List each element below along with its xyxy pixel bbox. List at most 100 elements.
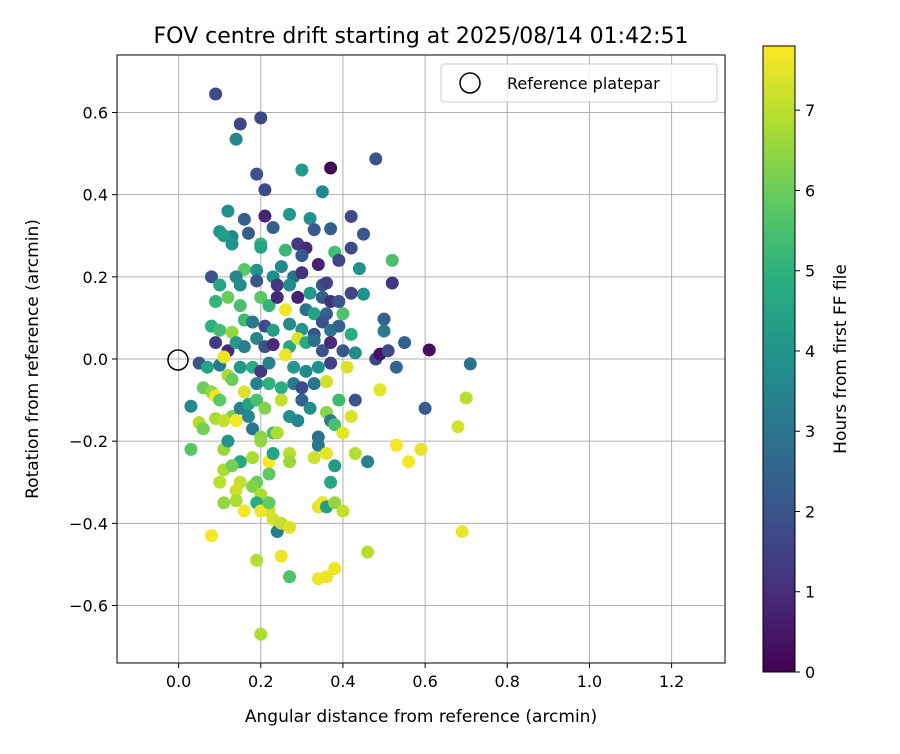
- data-point: [385, 253, 399, 267]
- data-point: [356, 227, 370, 241]
- data-point: [344, 410, 358, 424]
- data-point: [274, 381, 288, 395]
- data-point: [455, 525, 469, 539]
- data-point: [200, 360, 214, 374]
- colorbar-label: Hours from first FF file: [831, 264, 851, 454]
- data-point: [307, 223, 321, 237]
- data-point: [250, 553, 264, 567]
- data-point: [344, 327, 358, 341]
- data-point: [274, 393, 288, 407]
- data-point: [196, 422, 210, 436]
- x-tick-label: 0.4: [330, 672, 355, 691]
- data-point: [213, 278, 227, 292]
- data-point: [328, 459, 342, 473]
- data-point: [385, 276, 399, 290]
- data-point: [221, 434, 235, 448]
- data-point: [258, 209, 272, 223]
- data-point: [303, 212, 317, 226]
- y-tick-label: 0.2: [83, 268, 108, 287]
- data-point: [246, 451, 260, 465]
- y-tick-label: −0.2: [69, 432, 108, 451]
- data-point: [377, 324, 391, 338]
- y-tick-label: −0.4: [69, 514, 108, 533]
- data-point: [283, 278, 297, 292]
- data-point: [262, 496, 276, 510]
- data-point: [320, 446, 334, 460]
- data-point: [418, 401, 432, 415]
- data-point: [246, 315, 260, 329]
- data-point: [344, 286, 358, 300]
- data-point: [336, 344, 350, 358]
- y-tick-label: 0.6: [83, 104, 108, 123]
- colorbar-tick-label: 0: [805, 663, 815, 682]
- data-point: [213, 393, 227, 407]
- data-point: [389, 438, 403, 452]
- data-point: [204, 270, 218, 284]
- data-point: [414, 442, 428, 456]
- grid-lines: [117, 55, 725, 663]
- x-tick-label: 0.8: [495, 672, 520, 691]
- colorbar-tick-label: 6: [805, 181, 815, 200]
- data-point: [373, 383, 387, 397]
- data-point: [311, 438, 325, 452]
- data-point: [250, 167, 264, 181]
- data-point: [299, 364, 313, 378]
- data-point: [315, 344, 329, 358]
- data-point: [348, 393, 362, 407]
- colorbar-ticks: 0 1 2 3 4 5 6 7: [795, 101, 815, 682]
- data-point: [459, 391, 473, 405]
- data-point: [328, 562, 342, 576]
- data-point: [225, 325, 239, 339]
- data-point: [311, 258, 325, 272]
- data-point: [254, 434, 268, 448]
- data-point: [278, 303, 292, 317]
- data-point: [213, 475, 227, 489]
- data-point: [398, 336, 412, 350]
- data-point: [336, 504, 350, 518]
- colorbar-tick-label: 1: [805, 583, 815, 602]
- data-point: [258, 183, 272, 197]
- data-point: [250, 263, 264, 277]
- data-point: [332, 253, 346, 267]
- data-point: [315, 185, 329, 199]
- data-point: [266, 221, 280, 235]
- legend-marker-icon: [459, 72, 481, 94]
- data-point: [361, 455, 375, 469]
- data-point: [262, 356, 276, 370]
- data-point: [328, 418, 342, 432]
- data-point: [237, 340, 251, 354]
- chart-title: FOV centre drift starting at 2025/08/14 …: [154, 24, 689, 49]
- x-axis-ticks: 0.0 0.2 0.4 0.6 0.8 1.0 1.2: [166, 663, 684, 691]
- data-point: [324, 222, 338, 236]
- x-tick-label: 1.2: [659, 672, 684, 691]
- x-tick-label: 0.2: [248, 672, 273, 691]
- data-point: [254, 364, 268, 378]
- data-point: [209, 336, 223, 350]
- data-point: [213, 323, 227, 337]
- data-point: [229, 414, 243, 428]
- data-point: [283, 317, 297, 331]
- data-point: [254, 240, 268, 254]
- y-tick-label: 0.4: [83, 186, 108, 205]
- data-point: [307, 334, 321, 348]
- data-point: [221, 204, 235, 218]
- data-point: [320, 375, 334, 389]
- data-point: [328, 496, 342, 510]
- data-point: [241, 226, 255, 240]
- data-point: [352, 262, 366, 276]
- data-point: [254, 504, 268, 518]
- data-point: [324, 161, 338, 175]
- data-points: [184, 87, 477, 641]
- data-point: [348, 346, 362, 360]
- data-point: [303, 286, 317, 300]
- data-point: [340, 360, 354, 374]
- y-tick-label: −0.6: [69, 596, 108, 615]
- data-point: [344, 209, 358, 223]
- data-point: [270, 278, 284, 292]
- data-point: [241, 410, 255, 424]
- x-tick-label: 0.0: [166, 672, 191, 691]
- data-point: [320, 570, 334, 584]
- data-point: [283, 455, 297, 469]
- data-point: [229, 483, 243, 497]
- data-point: [254, 111, 268, 125]
